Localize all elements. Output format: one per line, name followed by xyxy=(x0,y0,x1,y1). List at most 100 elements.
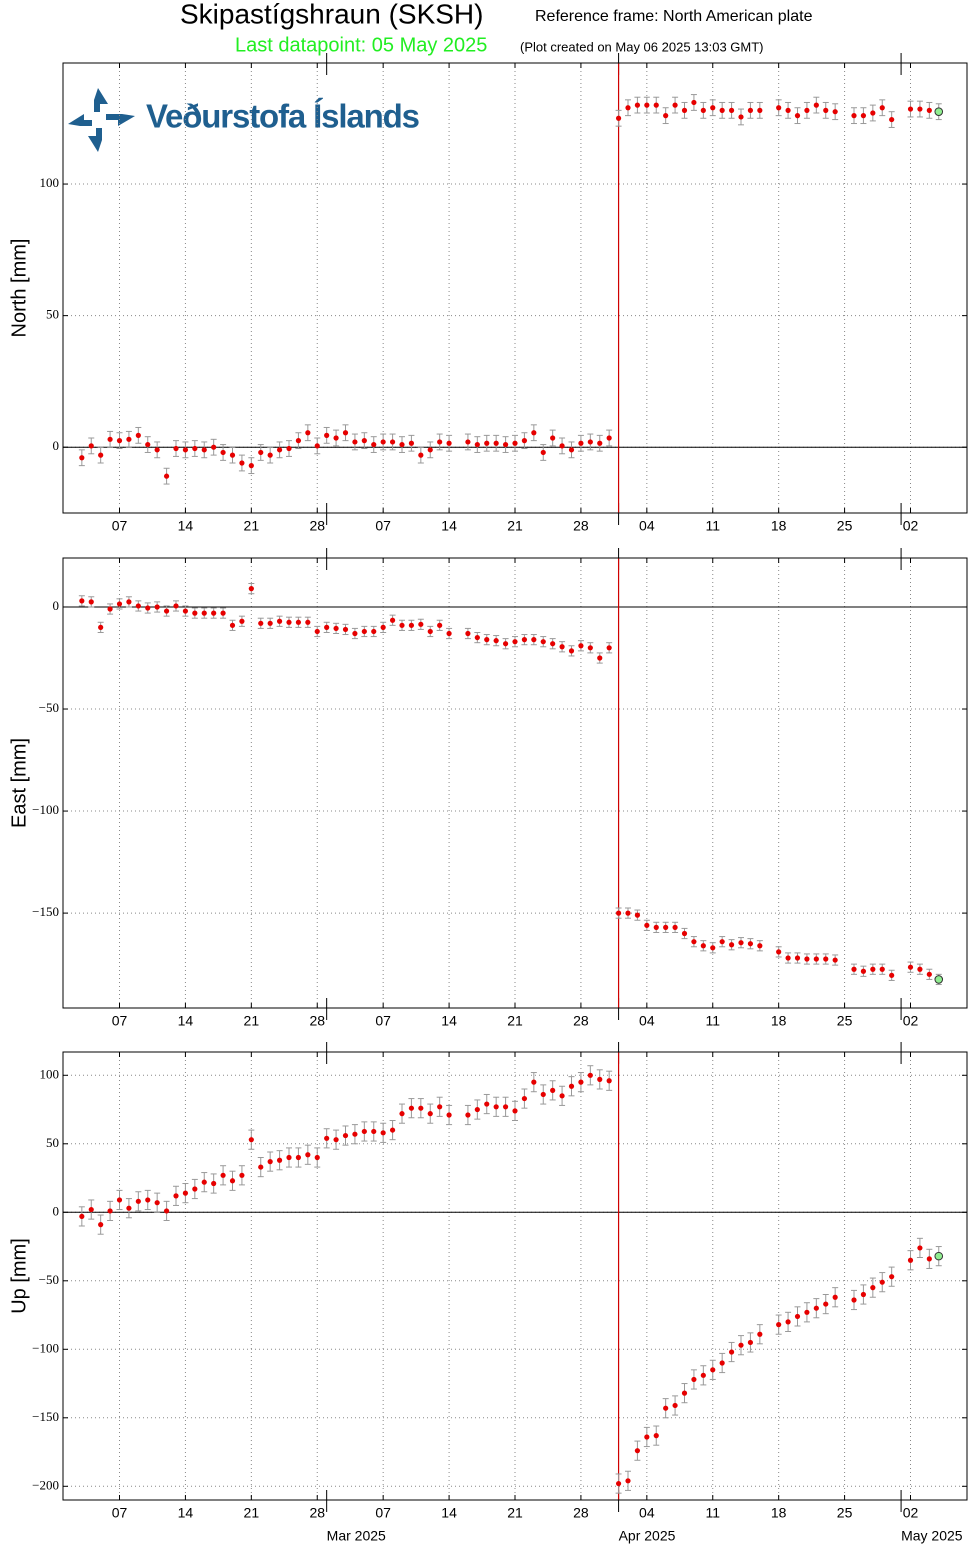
x-tick-label: 14 xyxy=(178,1505,194,1521)
point xyxy=(889,116,895,123)
point xyxy=(79,1213,85,1220)
x-tick-label: 11 xyxy=(705,1505,720,1521)
point xyxy=(540,449,546,456)
y-tick-label: 0 xyxy=(53,1203,60,1218)
y-tick-label: 100 xyxy=(40,175,60,190)
point xyxy=(389,439,396,445)
x-tick-label: 07 xyxy=(375,1505,391,1521)
point xyxy=(408,622,415,628)
point xyxy=(747,941,754,947)
x-tick-label: 07 xyxy=(375,518,391,534)
y-axis-label: North [mm] xyxy=(8,239,30,338)
x-tick-label: 18 xyxy=(771,1505,787,1521)
plot-frame xyxy=(62,557,968,1009)
point xyxy=(352,439,358,445)
point xyxy=(663,1405,669,1411)
point xyxy=(559,644,565,650)
point xyxy=(399,1111,405,1117)
point xyxy=(192,610,198,616)
point xyxy=(521,1095,528,1102)
point xyxy=(813,956,819,962)
point xyxy=(220,449,226,456)
point xyxy=(474,441,480,448)
point xyxy=(719,1360,725,1366)
point xyxy=(681,930,688,937)
point xyxy=(465,1112,471,1118)
x-tick-label: 02 xyxy=(903,1505,919,1521)
point xyxy=(389,1127,396,1133)
point xyxy=(785,955,791,961)
point xyxy=(305,619,311,625)
x-tick-label: 07 xyxy=(112,518,128,534)
point xyxy=(521,438,528,444)
y-axis-label: East [mm] xyxy=(8,738,30,828)
point xyxy=(427,447,433,453)
point xyxy=(145,1197,151,1203)
point xyxy=(333,1137,339,1143)
point xyxy=(550,641,556,647)
point xyxy=(145,441,151,448)
x-tick-label: 25 xyxy=(837,1505,853,1521)
point xyxy=(804,1309,810,1315)
y-tick-label: −50 xyxy=(39,1272,59,1287)
point xyxy=(700,107,706,113)
point xyxy=(860,968,867,974)
point xyxy=(239,1172,245,1178)
point xyxy=(578,643,584,649)
point xyxy=(258,1164,264,1170)
point xyxy=(493,440,499,446)
point xyxy=(88,599,94,605)
point xyxy=(474,1106,480,1113)
point xyxy=(794,1313,801,1320)
point xyxy=(832,1294,838,1300)
point xyxy=(870,966,876,972)
point xyxy=(229,1178,236,1184)
point xyxy=(710,105,716,111)
point xyxy=(446,630,452,637)
x-tick-label: 11 xyxy=(705,1013,720,1029)
point xyxy=(418,1105,424,1111)
point xyxy=(474,634,480,641)
point xyxy=(625,105,631,111)
point xyxy=(380,1130,386,1136)
point xyxy=(851,1297,857,1303)
point xyxy=(126,1205,132,1211)
point xyxy=(917,966,923,972)
point xyxy=(182,1190,189,1196)
point xyxy=(371,1128,377,1135)
point xyxy=(644,102,650,108)
point xyxy=(917,106,923,112)
x-tick-label: 14 xyxy=(441,1013,457,1029)
point xyxy=(286,619,292,625)
point xyxy=(785,1319,791,1325)
y-tick-label: −150 xyxy=(32,904,59,919)
point xyxy=(578,440,584,446)
point xyxy=(710,1367,716,1373)
point xyxy=(342,626,349,633)
point xyxy=(578,1079,584,1085)
x-tick-label: 14 xyxy=(178,1013,194,1029)
point xyxy=(88,1206,94,1213)
point xyxy=(154,1200,160,1206)
point xyxy=(493,1104,499,1110)
point xyxy=(229,452,236,458)
point xyxy=(587,645,593,651)
x-tick-label: 28 xyxy=(309,1013,325,1029)
point xyxy=(484,637,490,643)
plot-frame xyxy=(62,62,968,514)
x-tick-label: 07 xyxy=(112,1505,128,1521)
point xyxy=(606,1078,612,1084)
point xyxy=(747,1339,754,1346)
point xyxy=(559,443,565,449)
point xyxy=(98,1222,104,1228)
point xyxy=(728,1349,735,1355)
point xyxy=(851,966,857,972)
point xyxy=(98,624,104,630)
point xyxy=(182,608,189,614)
point xyxy=(314,1154,320,1161)
point xyxy=(361,438,367,444)
point xyxy=(342,430,349,436)
point xyxy=(719,939,725,945)
point xyxy=(634,1448,641,1454)
